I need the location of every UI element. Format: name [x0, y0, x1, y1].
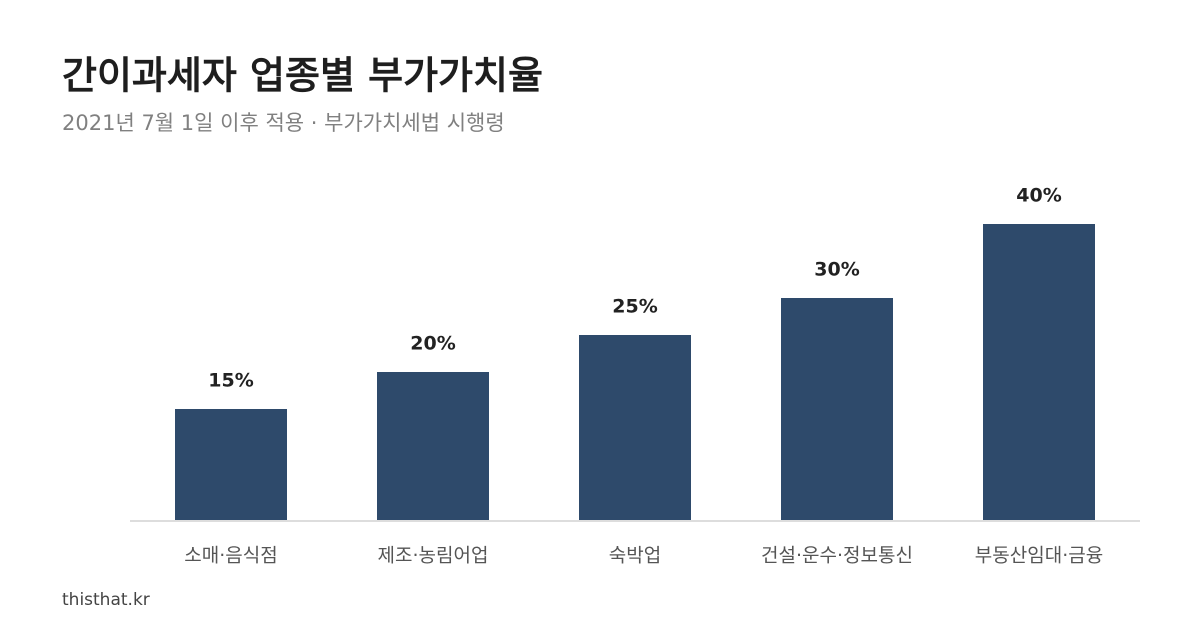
chart-subtitle: 2021년 7월 1일 이후 적용 · 부가가치세법 시행령 [62, 111, 505, 135]
chart-title: 간이과세자 업종별 부가가치율 [62, 54, 543, 98]
bar [175, 409, 287, 520]
x-tick-label: 소매·음식점 [184, 545, 277, 567]
x-tick-label: 부동산임대·금융 [975, 545, 1103, 567]
bar [377, 372, 489, 520]
value-label: 40% [1016, 185, 1061, 207]
x-tick-label: 제조·농림어업 [378, 545, 489, 567]
value-label: 20% [410, 333, 455, 355]
bar [781, 298, 893, 520]
value-label: 15% [208, 370, 253, 392]
bar [579, 335, 691, 520]
x-tick-label: 건설·운수·정보통신 [761, 545, 913, 567]
bar [983, 224, 1095, 520]
x-tick-label: 숙박업 [609, 545, 661, 567]
value-label: 25% [612, 296, 657, 318]
source: thisthat.kr [62, 590, 150, 610]
value-label: 30% [814, 259, 859, 281]
